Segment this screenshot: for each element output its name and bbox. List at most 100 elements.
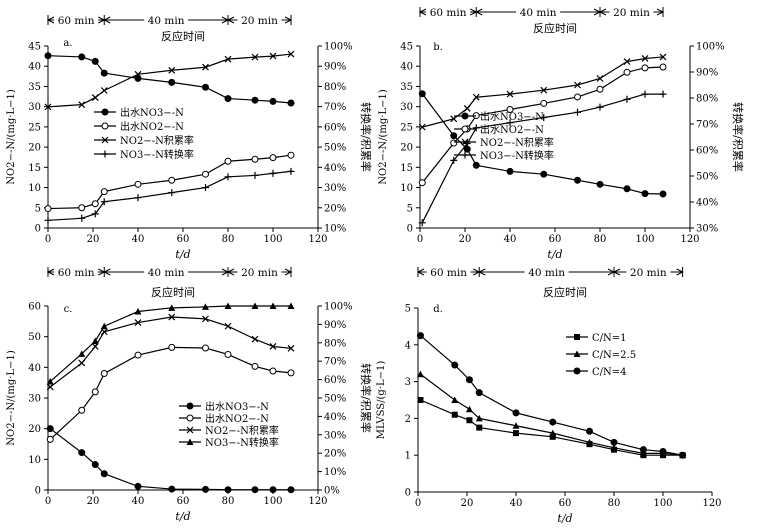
- chart-panel-1: 60 min 40 min 20 min 反应时间 0 20 40 60 80 100 120 0 5 1…: [6, 13, 373, 261]
- data-point: [475, 414, 483, 422]
- axes: 0 20 40 60 80 100 120 0 5 10 15 20 25 30 35 40 45 30% 40% 5…: [400, 42, 724, 246]
- phase-bar: 60 min 40 min 20 min: [418, 5, 665, 19]
- y2-tick-label: 60%: [324, 375, 346, 386]
- legend-marker: [461, 112, 469, 120]
- y-tick-label: 40: [28, 363, 41, 374]
- data-point: [540, 86, 548, 94]
- data-point: [168, 66, 176, 74]
- data-point: [78, 406, 86, 414]
- data-point: [610, 444, 618, 451]
- series-2: [46, 343, 295, 443]
- phase-label-bg: [626, 265, 671, 278]
- phase-label-bg: [237, 13, 282, 26]
- data-point: [168, 485, 176, 493]
- y-tick-label: 35: [400, 82, 413, 93]
- y2-tick-label: 50%: [696, 172, 718, 183]
- data-point: [623, 68, 631, 76]
- data-point: [574, 176, 581, 184]
- y-tick-label: 5: [405, 304, 411, 315]
- data-point: [287, 302, 295, 309]
- data-point: [540, 170, 548, 178]
- y2-axis-label: 转换率/积累率: [731, 102, 745, 172]
- data-point: [44, 103, 52, 111]
- data-point: [202, 170, 209, 178]
- data-point: [202, 184, 209, 192]
- data-point: [224, 55, 232, 63]
- x-tick-label: 100: [653, 498, 672, 509]
- x-tick-label: 100: [263, 496, 282, 507]
- x-tick-label: 20: [461, 498, 474, 509]
- x-tick-label: 20: [87, 496, 100, 507]
- y2-tick-label: 90%: [696, 68, 718, 79]
- axes: 0 20 40 60 80 100 120 0 1 2 3 4 5: [405, 304, 722, 510]
- y2-tick-label: 40%: [324, 163, 346, 174]
- data-point: [202, 83, 209, 91]
- data-point: [287, 369, 295, 377]
- phase-label-bg: [54, 265, 99, 278]
- y-tick-label: 25: [28, 122, 41, 133]
- data-point: [134, 351, 142, 359]
- y2-tick-label: 70%: [324, 357, 346, 368]
- data-point: [450, 156, 458, 164]
- series-4: [46, 302, 295, 385]
- y-axis-label: NO2−-N/(mg·L−1): [6, 89, 17, 185]
- y2-axis-label: 转换率/积累率: [359, 102, 373, 172]
- data-point: [46, 435, 54, 443]
- legend-entry: C/N=4: [592, 367, 627, 378]
- x-tick-label: 80: [608, 498, 621, 509]
- phase-label-bg: [54, 13, 99, 26]
- phase-label: 20 min: [630, 267, 667, 279]
- data-point: [623, 95, 631, 103]
- data-point: [416, 370, 424, 378]
- data-point: [251, 335, 259, 343]
- x-tick-label: 20: [459, 234, 472, 245]
- data-point: [168, 343, 176, 351]
- data-point: [641, 90, 649, 98]
- data-point: [91, 210, 99, 218]
- y-tick-label: 30: [400, 102, 413, 113]
- y-tick-label: 20: [400, 143, 413, 154]
- y2-tick-label: 100%: [696, 42, 725, 53]
- data-point: [549, 418, 557, 426]
- arrow-left-icon: [598, 8, 607, 16]
- data-point: [202, 315, 209, 323]
- chart-panel-2: 60 min 40 min 20 min 反应时间 0 20 40 60 80 100 120 0 5 1…: [378, 5, 745, 261]
- x-tick-label: 40: [510, 498, 523, 509]
- legend-marker: [186, 438, 194, 445]
- x-axis-label: t/d: [557, 512, 572, 525]
- data-point: [451, 396, 459, 403]
- phase-label-bg: [516, 5, 561, 18]
- phase-label-bg: [524, 265, 569, 278]
- data-point: [251, 155, 259, 163]
- x-axis-label: t/d: [175, 510, 190, 523]
- data-point: [269, 154, 277, 162]
- data-point: [251, 486, 259, 494]
- y-tick-label: 1: [405, 451, 411, 462]
- y2-tick-label: 40%: [696, 198, 718, 209]
- data-point: [100, 369, 108, 377]
- phase-label: 40 min: [148, 15, 185, 27]
- data-point: [224, 173, 232, 181]
- axes: 0 20 40 60 80 100 120 0 10 20 30 40 50 60 0% 10% 20% 30% 4…: [28, 302, 352, 508]
- arrow-left-icon: [475, 8, 483, 16]
- x-tick-label: 60: [549, 234, 562, 245]
- legend-entry: NO3−-N转换率: [120, 148, 194, 161]
- data-point: [134, 194, 142, 202]
- legend-marker: [101, 150, 109, 158]
- y2-tick-label: 80%: [324, 338, 346, 349]
- data-point: [202, 344, 209, 352]
- data-point: [134, 70, 142, 78]
- data-point: [641, 190, 649, 198]
- phase-label: 60 min: [58, 267, 95, 279]
- x-tick-label: 80: [222, 496, 235, 507]
- legend-marker: [574, 334, 580, 340]
- data-point: [224, 157, 232, 165]
- phase-label-bg: [609, 5, 654, 18]
- data-point: [596, 103, 604, 111]
- y-tick-label: 30: [28, 102, 41, 113]
- legend-marker: [573, 367, 581, 375]
- y-tick-label: 45: [400, 42, 413, 53]
- y2-tick-label: 30%: [696, 224, 718, 235]
- y-tick-label: 20: [28, 143, 41, 154]
- y2-tick-label: 50%: [324, 394, 346, 405]
